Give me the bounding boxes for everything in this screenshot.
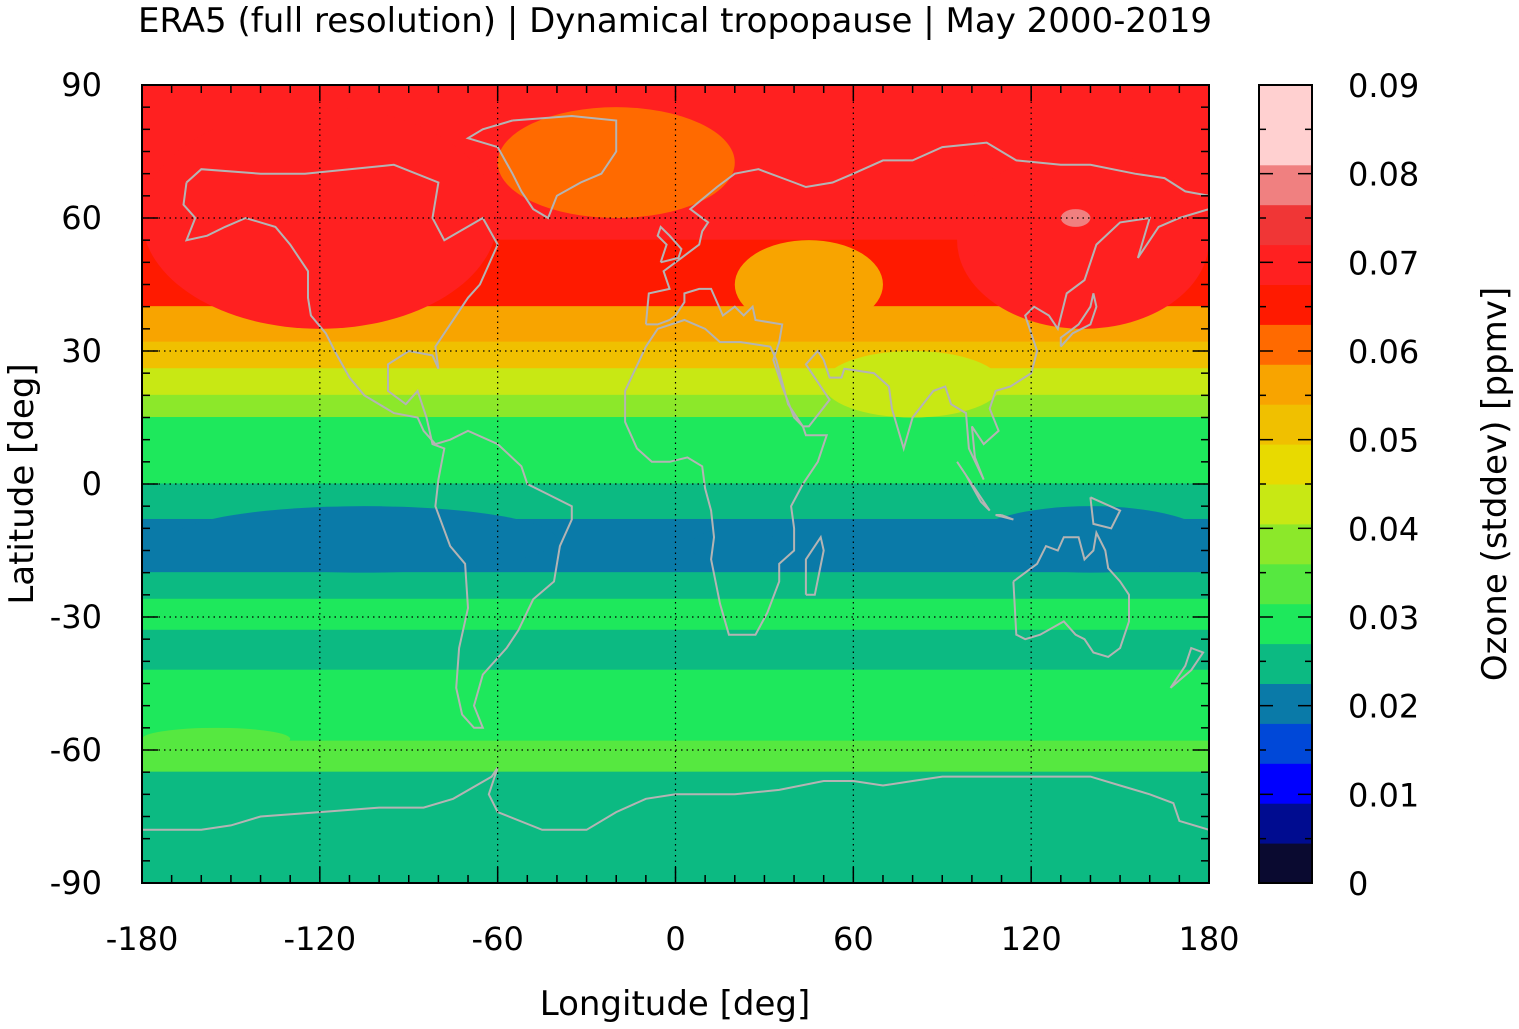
colorbar-level-13 (1259, 324, 1312, 365)
colorbar-tick-label: 0.06 (1348, 333, 1419, 371)
coastline-11 (1089, 496, 1122, 530)
y-tick-label: -60 (50, 731, 102, 769)
colorbar-level-14 (1259, 284, 1312, 325)
colorbar-tick-label: 0.04 (1348, 510, 1419, 548)
colorbar-level-0 (1259, 843, 1312, 884)
field-feature-7 (971, 506, 1209, 573)
colorbar-tick-label: 0.05 (1348, 422, 1419, 460)
colorbar-level-11 (1259, 404, 1312, 445)
colorbar-level-18 (1259, 85, 1312, 166)
colorbar-tick-label: 0.01 (1348, 776, 1419, 814)
coastline-10 (995, 514, 1014, 521)
colorbar-tick-label: 0.08 (1348, 156, 1419, 194)
field-feature-8 (690, 528, 780, 564)
field-band-11 (142, 598, 1209, 631)
x-axis-label: Longitude [deg] (540, 984, 811, 1024)
map-ticks (141, 84, 1210, 884)
coastline-1 (624, 141, 1209, 636)
colorbar: 0 0.01 0.02 0.03 0.04 0.05 0.06 0.07 0.08 0.09 Oz… (1258, 67, 1515, 903)
field-band-7 (142, 417, 1209, 485)
colorbar-tick-label: 0.07 (1348, 244, 1419, 282)
colorbar-level-4 (1259, 683, 1312, 724)
field-feature-2 (734, 240, 883, 329)
colorbar-levels (1259, 85, 1312, 884)
coastline-5 (656, 225, 683, 264)
chart-title: ERA5 (full resolution) | Dynamical tropo… (138, 1, 1212, 41)
x-tick-label: 120 (1001, 920, 1062, 958)
colorbar-level-12 (1259, 364, 1312, 405)
coastline-3 (142, 767, 1209, 831)
coastline-6 (1059, 293, 1098, 348)
y-tick-label: 0 (82, 465, 102, 503)
colorbar-level-15 (1259, 244, 1312, 285)
colorbar-level-9 (1259, 484, 1312, 525)
coastline-4 (465, 114, 618, 220)
field-feature-9 (142, 727, 291, 751)
field-feature-4 (957, 151, 1209, 329)
coastline-2 (1012, 529, 1130, 659)
y-tick-label: 30 (61, 332, 102, 370)
y-axis-label: Latitude [deg] (2, 363, 42, 604)
y-tick-label: 60 (61, 199, 102, 237)
colorbar-level-10 (1259, 444, 1312, 485)
x-tick-label: 180 (1178, 920, 1239, 958)
coastline-8 (1169, 646, 1205, 689)
x-tick-label: -60 (472, 920, 524, 958)
y-tick-label: 90 (61, 66, 102, 104)
colorbar-level-7 (1259, 563, 1312, 605)
colorbar-level-3 (1259, 723, 1312, 764)
y-tick-labels: 90 60 30 0 -30 -60 -90 (50, 66, 102, 902)
grid-lines (142, 85, 1209, 883)
colorbar-level-17 (1259, 164, 1312, 206)
colorbar-level-1 (1259, 803, 1312, 844)
colorbar-tick-label: 0.03 (1348, 599, 1419, 637)
colorbar-tick-labels: 0 0.01 0.02 0.03 0.04 0.05 0.06 0.07 0.08 0.09 (1348, 67, 1419, 903)
colorbar-level-5 (1259, 643, 1312, 684)
colorbar-tick-label: 0.02 (1348, 688, 1419, 726)
x-tick-label: 60 (833, 920, 874, 958)
x-tick-labels: -180 -120 -60 0 60 120 180 (106, 920, 1240, 958)
y-tick-label: -30 (50, 598, 102, 636)
field-feature-6 (171, 506, 557, 573)
colorbar-level-2 (1259, 763, 1312, 804)
colorbar-tick-label: 0.09 (1348, 67, 1419, 105)
coastline-7 (804, 534, 825, 596)
x-tick-label: -180 (106, 920, 179, 958)
y-tick-label: -90 (50, 864, 102, 902)
colorbar-level-8 (1259, 523, 1312, 565)
field-band-6 (142, 394, 1209, 418)
x-tick-label: 0 (665, 920, 685, 958)
map-area (141, 84, 1210, 884)
colorbar-label: Ozone (stddev) [ppmv] (1475, 287, 1515, 681)
colorbar-ticks (1259, 84, 1312, 884)
coastline-9 (956, 461, 991, 512)
coastlines (142, 114, 1209, 831)
colorbar-level-16 (1259, 204, 1312, 246)
x-tick-label: -120 (284, 920, 357, 958)
coastline-0 (182, 163, 573, 729)
field-feature-3 (823, 351, 1002, 418)
field-feature-5 (1060, 209, 1091, 227)
colorbar-level-6 (1259, 603, 1312, 645)
colorbar-tick-label: 0 (1348, 865, 1368, 903)
